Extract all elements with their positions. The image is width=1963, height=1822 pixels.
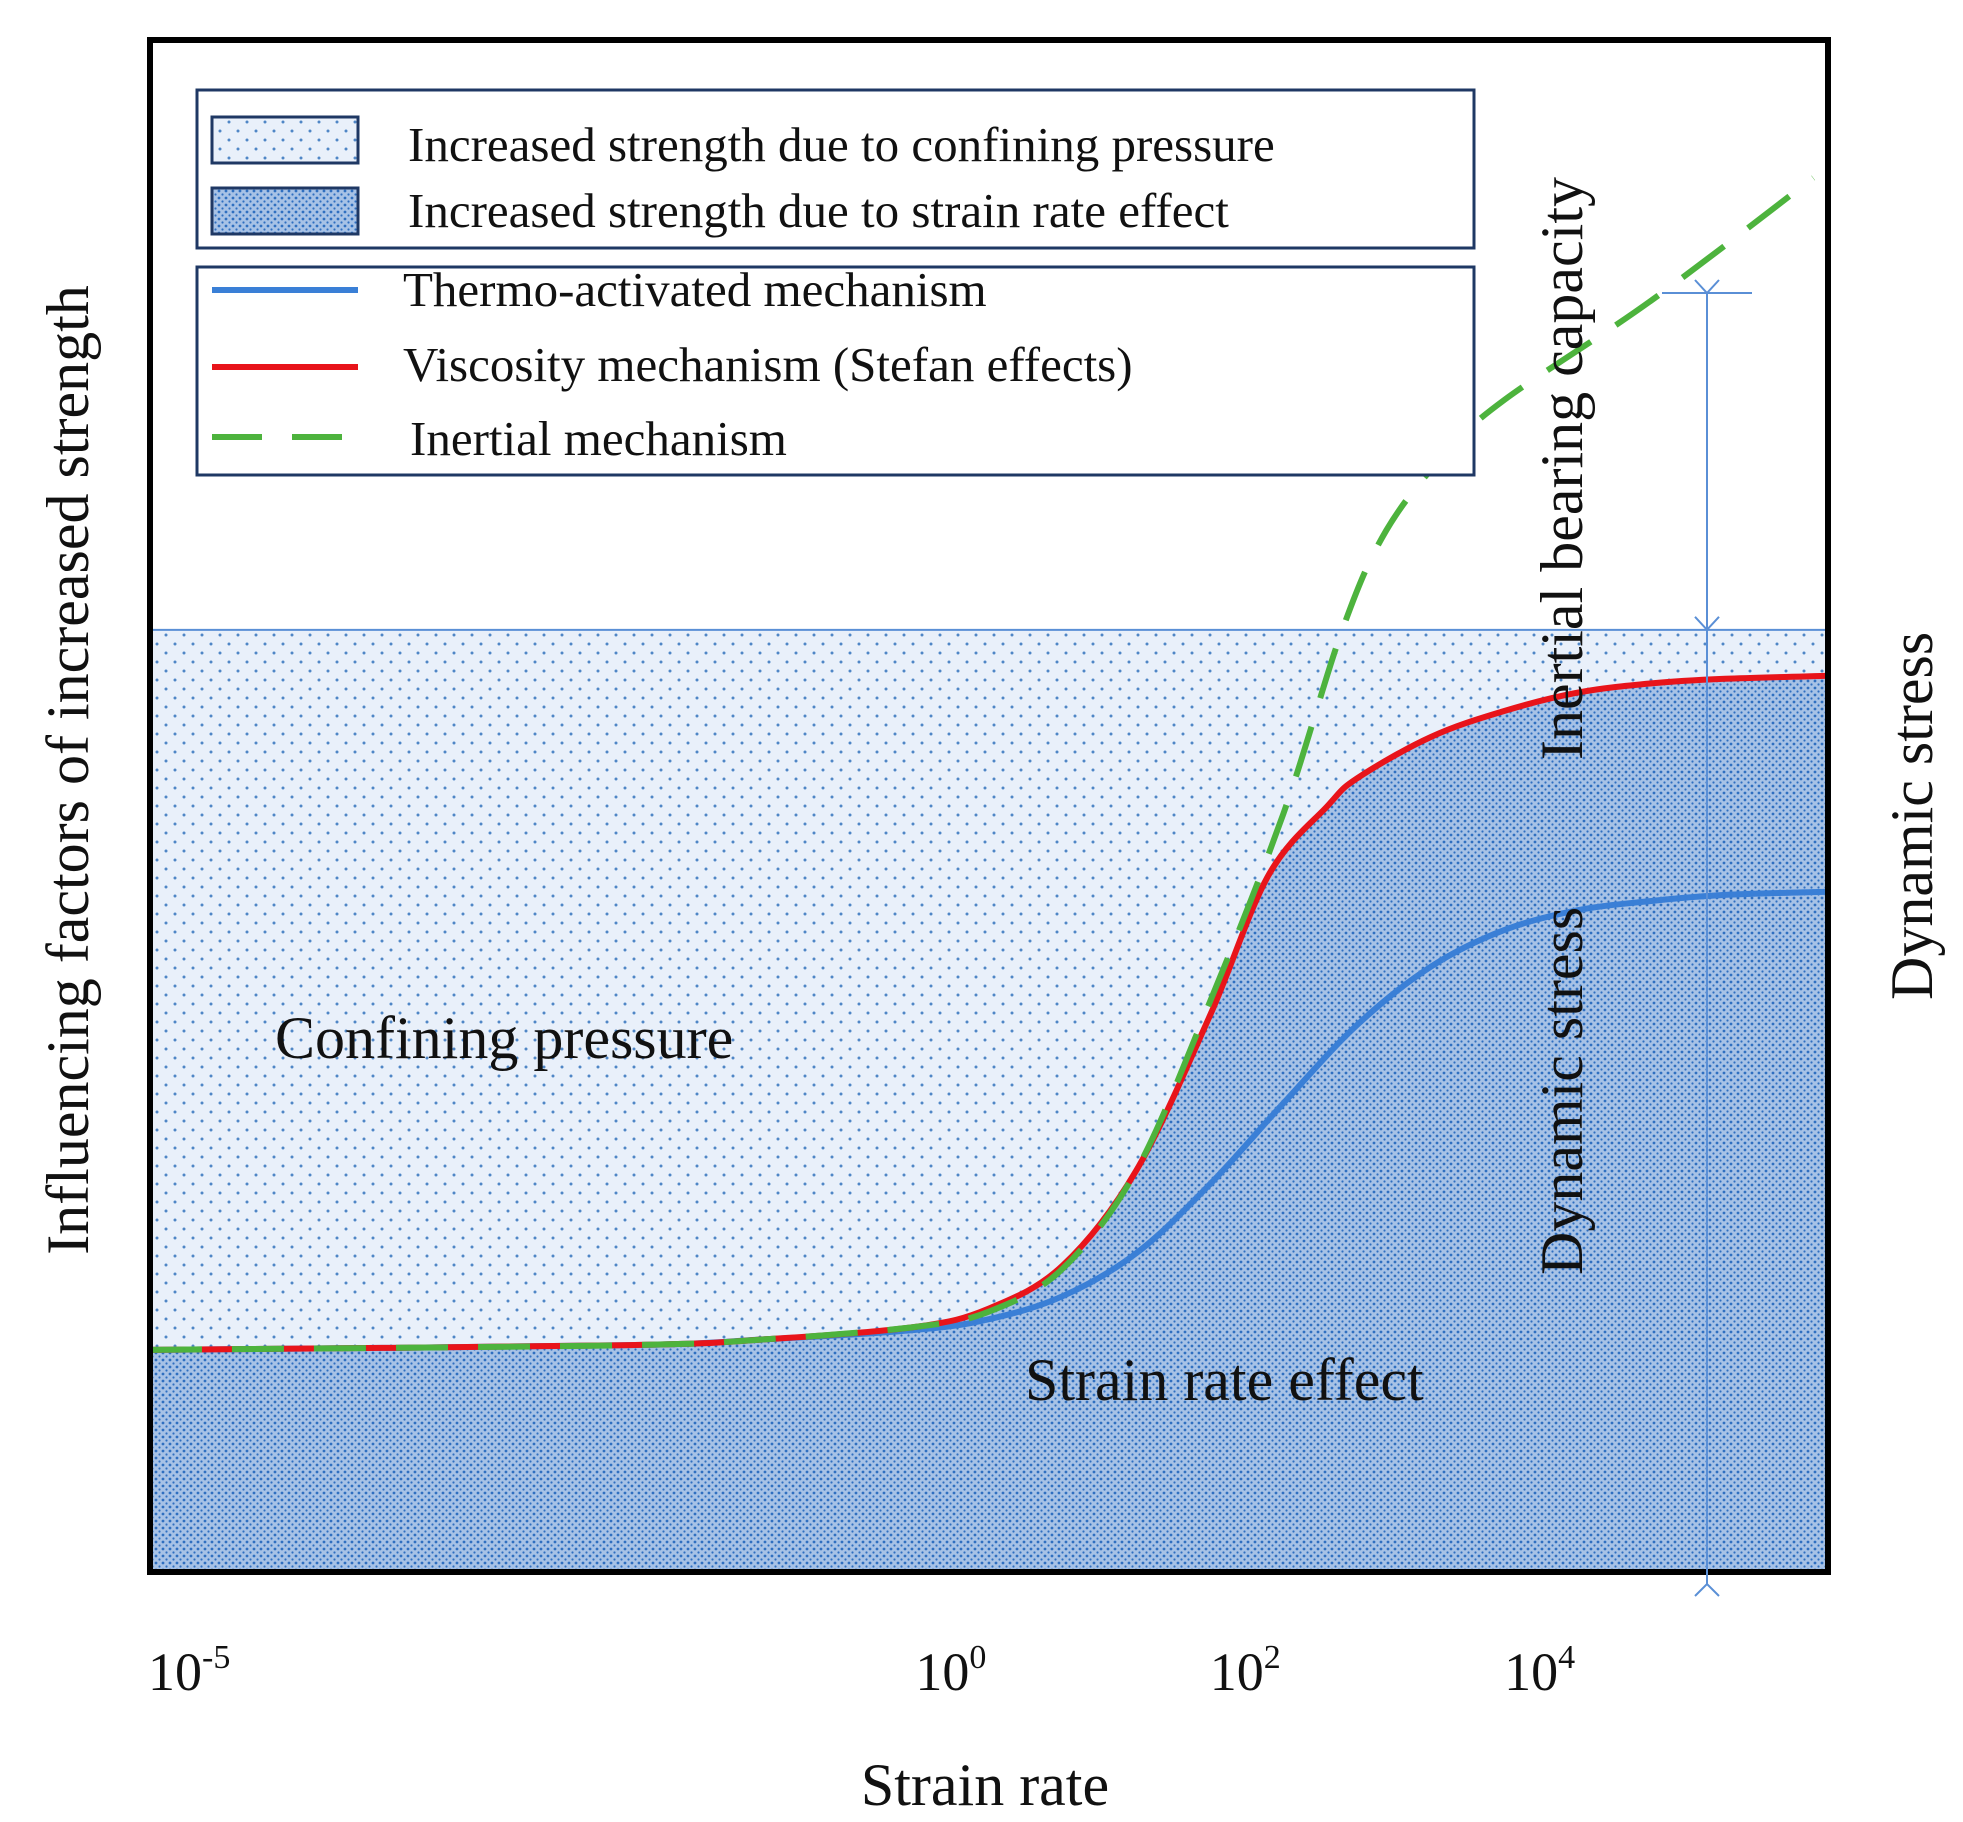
- arrowhead-top: [1694, 279, 1720, 295]
- legend-label-thermo-activated: Thermo-activated mechanism: [403, 262, 987, 317]
- arrowhead-mid: [1694, 616, 1720, 632]
- arrowhead-bottom: [1694, 1582, 1720, 1597]
- legend-label-inertial: Inertial mechanism: [410, 411, 787, 466]
- annotation-dynamic-stress-outside: Dynamic stress: [1879, 632, 1945, 1000]
- legend-areas: Increased strength due to confining pres…: [195, 88, 1476, 250]
- x-tick-label: 104: [1504, 1639, 1575, 1702]
- plot-frame: [147, 37, 1831, 1575]
- series-inertial: [150, 175, 1816, 1353]
- x-tick-label: 100: [915, 1639, 986, 1702]
- x-axis-title: Strain rate: [861, 1752, 1109, 1818]
- annotation-inertial-bearing-capacity: Inertial bearing capacity: [1529, 177, 1595, 760]
- legend-label-confining-pressure: Increased strength due to confining pres…: [408, 117, 1275, 172]
- legend-swatch-strain-rate-effect: [210, 186, 360, 236]
- y-axis-title: Influencing factors of increased strengt…: [35, 285, 101, 1255]
- annotation-dynamic-stress-inside: Dynamic stress: [1529, 907, 1595, 1275]
- legend-swatch-confining-pressure: [210, 115, 360, 165]
- legend-label-strain-rate-effect: Increased strength due to strain rate ef…: [408, 183, 1229, 238]
- region-label-confining-pressure: Confining pressure: [275, 1005, 733, 1071]
- region-label-strain-rate-effect: Strain rate effect: [1025, 1347, 1424, 1413]
- legend-lines-box: [195, 265, 1476, 477]
- legend-lines: Thermo-activated mechanism Viscosity mec…: [195, 262, 1476, 477]
- legend-areas-box: [195, 88, 1476, 250]
- x-tick-label: 102: [1210, 1639, 1281, 1702]
- x-tick-label: 10-5: [148, 1639, 230, 1702]
- legend-label-viscosity: Viscosity mechanism (Stefan effects): [403, 337, 1133, 392]
